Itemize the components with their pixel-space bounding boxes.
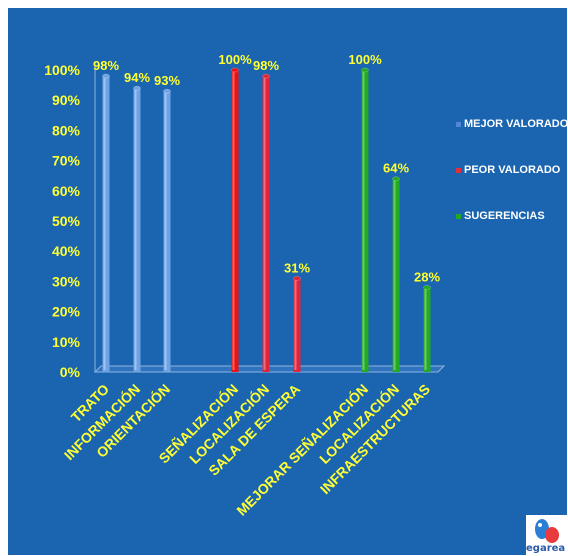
y-tick-label: 10% [52,334,81,350]
y-tick-label: 90% [52,92,81,108]
y-tick-label: 40% [52,243,81,259]
bar [133,88,141,373]
bar-cap [133,85,141,91]
logo: egarea [526,515,568,556]
bar-highlight [164,93,167,370]
data-label: 93% [154,73,180,88]
bar-highlight [294,280,297,370]
bars-layer [102,67,431,373]
data-label: 28% [414,269,440,284]
data-label: 94% [124,70,150,85]
bar-highlight [393,180,396,370]
bar-cap [231,67,239,73]
data-label: 98% [93,58,119,73]
bar [392,178,400,372]
bar [163,91,171,372]
y-tick-label: 100% [44,62,80,78]
labels-layer: 98%TRATO94%INFORMACIÓN93%ORIENTACIÓN100%… [60,52,440,519]
data-label: 31% [284,260,310,275]
bar-cap [423,285,431,290]
legend: MEJOR VALORADO PEOR VALORADO SUGERENCIAS [456,118,567,222]
legend-label: MEJOR VALORADO [464,118,567,130]
legend-swatch [456,122,461,127]
bar [231,70,239,372]
y-tick-label: 60% [52,183,81,199]
data-label: 100% [218,52,252,67]
bar-cap [392,176,400,181]
bar [423,287,431,372]
bar-highlight [232,72,235,370]
y-tick-label: 80% [52,122,81,138]
legend-label: SUGERENCIAS [464,210,545,222]
axis-layer: 0% 10% 20% 30% 40% 50% 60% 70% 80% 90% 100% [44,62,446,380]
logo-text: egarea [526,543,566,554]
bar [293,278,301,372]
y-tick-label: 70% [52,153,81,169]
chart-frame: 0% 10% 20% 30% 40% 50% 60% 70% 80% 90% 100% 98% TRA… [8,8,567,555]
data-label: 100% [348,52,382,67]
bar-highlight [362,72,365,370]
legend-swatch [456,214,461,219]
bar [262,76,270,372]
data-label: 64% [383,161,409,176]
y-tick-label: 30% [52,273,81,289]
y-tick-label: 50% [52,213,81,229]
bar-cap [262,73,270,79]
bar-cap [163,88,171,94]
y-tick-label: 20% [52,304,81,320]
bar-chart: 0% 10% 20% 30% 40% 50% 60% 70% 80% 90% 100% 98%TRA… [44,52,567,519]
bar-highlight [424,289,427,370]
logo-icon [535,519,559,543]
legend-label: PEOR VALORADO [464,164,561,176]
data-label: 98% [253,58,279,73]
legend-swatch [456,168,461,173]
bar-cap [102,73,110,79]
y-tick-label: 0% [60,364,81,380]
bar-cap [293,276,301,281]
bar-highlight [103,78,106,370]
bar-highlight [263,78,266,370]
bar-highlight [134,90,137,371]
bar-cap [361,67,369,73]
bar [102,76,110,372]
bar [361,70,369,372]
